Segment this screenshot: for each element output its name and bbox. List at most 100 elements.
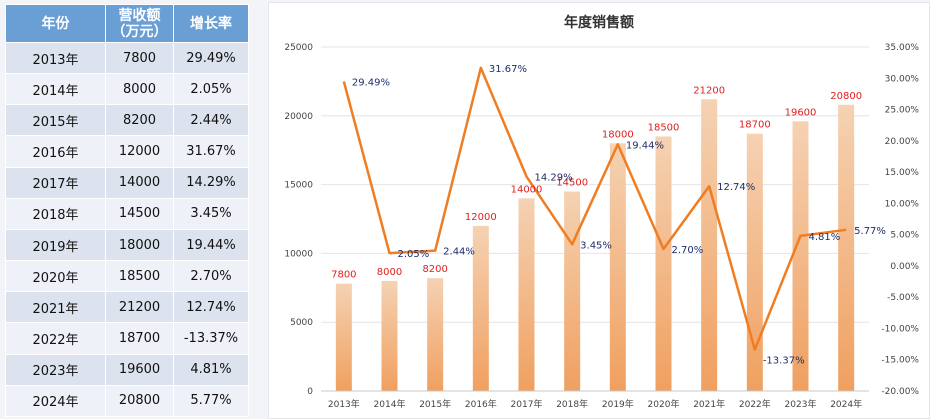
cell-growth: -13.37% (173, 322, 249, 355)
table-row: 2017年 14000 14.29% (5, 166, 249, 199)
y-right-tick-label: -5.00% (887, 293, 919, 303)
cell-revenue: 8200 (105, 104, 174, 137)
y-left-tick-label: 20000 (284, 112, 313, 122)
cell-growth: 4.81% (173, 353, 249, 386)
x-tick-label: 2024年 (830, 398, 862, 410)
x-tick-label: 2019年 (602, 398, 634, 410)
y-right-tick-label: -20.00% (881, 387, 919, 397)
cell-revenue: 18700 (105, 322, 174, 355)
cell-growth: 14.29% (173, 166, 249, 199)
bar-value-label: 14000 (511, 184, 543, 195)
growth-point-label: 12.74% (717, 182, 755, 193)
bar-value-label: 18700 (739, 120, 771, 131)
y-right-tick-label: 0.00% (890, 262, 919, 272)
x-tick-label: 2018年 (556, 398, 588, 410)
cell-growth: 29.49% (173, 41, 249, 75)
y-left-tick-label: 25000 (284, 43, 313, 53)
cell-revenue: 8000 (105, 73, 174, 106)
growth-point-label: 19.44% (626, 140, 664, 151)
cell-revenue: 18000 (105, 228, 174, 262)
bar-value-label: 8200 (422, 264, 447, 275)
cell-revenue: 12000 (105, 135, 174, 168)
x-tick-label: 2014年 (374, 398, 406, 410)
y-right-tick-label: 30.00% (885, 74, 920, 84)
y-left-tick-label: 10000 (284, 249, 313, 259)
growth-line-path (342, 66, 847, 351)
cell-year: 2013年 (5, 41, 106, 75)
x-tick-label: 2020年 (648, 398, 680, 410)
y-left-tick-label: 15000 (284, 181, 313, 191)
revenue-bar (518, 198, 535, 391)
bar-value-label: 14500 (556, 177, 588, 188)
chart-title: 年度销售额 (564, 14, 634, 31)
chart-panel: 年度销售额 7800 8000 8200 12000 14000 14500 18000 18… (268, 2, 930, 419)
x-tick-label: 2022年 (739, 398, 771, 410)
table-row: 2021年 21200 12.74% (5, 291, 249, 324)
cell-growth: 3.45% (173, 197, 249, 230)
cell-revenue: 14500 (105, 197, 174, 230)
cell-year: 2018年 (5, 197, 106, 230)
cell-year: 2014年 (5, 73, 106, 106)
growth-point-label: 2.70% (672, 245, 704, 256)
bar-value-label: 18000 (602, 129, 634, 140)
table-row: 2016年 12000 31.67% (5, 135, 249, 168)
table-row: 2020年 18500 2.70% (5, 260, 249, 293)
y-right-tick-label: 5.00% (890, 231, 919, 241)
y-left-tick-label: 0 (307, 387, 313, 397)
axes: 0 5000 10000 15000 20000 25000 -20.00% -15.00% -… (284, 43, 919, 410)
cell-year: 2017年 (5, 166, 106, 199)
header-revenue: 营收额（万元） (105, 4, 174, 43)
revenue-bar (746, 133, 763, 392)
cell-growth: 19.44% (173, 228, 249, 262)
growth-point-label: -13.37% (763, 356, 805, 367)
data-table-panel: 年份 营收额（万元） 增长率 2013年 7800 29.49% 2014年 8000 2… (5, 4, 249, 418)
x-tick-label: 2017年 (511, 398, 543, 410)
revenue-bar (655, 136, 672, 391)
cell-year: 2023年 (5, 353, 106, 386)
cell-revenue: 7800 (105, 41, 174, 75)
y-right-tick-label: 35.00% (885, 43, 920, 53)
revenue-bar (792, 121, 809, 391)
cell-revenue: 18500 (105, 260, 174, 293)
growth-line (342, 66, 847, 351)
cell-growth: 31.67% (173, 135, 249, 168)
cell-revenue: 19600 (105, 353, 174, 386)
growth-point-label: 5.77% (854, 226, 886, 237)
table-row: 2015年 8200 2.44% (5, 104, 249, 137)
cell-year: 2024年 (5, 384, 106, 418)
x-tick-label: 2015年 (419, 398, 451, 410)
cell-revenue: 14000 (105, 166, 174, 199)
table-row: 2013年 7800 29.49% (5, 41, 249, 75)
revenue-bar (701, 99, 718, 392)
cell-year: 2019年 (5, 228, 106, 262)
cell-year: 2020年 (5, 260, 106, 293)
revenue-bar (564, 191, 581, 391)
cell-growth: 2.70% (173, 260, 249, 293)
table-row: 2014年 8000 2.05% (5, 73, 249, 106)
x-tick-label: 2021年 (693, 398, 725, 410)
cell-year: 2021年 (5, 291, 106, 324)
growth-point-label: 2.44% (443, 247, 475, 258)
y-right-tick-label: -10.00% (881, 324, 919, 334)
cell-revenue: 21200 (105, 291, 174, 324)
growth-point-label: 31.67% (489, 64, 527, 75)
cell-growth: 2.44% (173, 104, 249, 137)
x-tick-label: 2023年 (785, 398, 817, 410)
table-row: 2018年 14500 3.45% (5, 197, 249, 230)
revenue-bar (427, 278, 444, 391)
header-growth: 增长率 (173, 4, 249, 43)
cell-growth: 12.74% (173, 291, 249, 324)
bar-value-label: 19600 (785, 107, 817, 118)
table-header-row: 年份 营收额（万元） 增长率 (5, 4, 249, 43)
bar-value-label: 12000 (465, 212, 497, 223)
y-right-tick-label: 10.00% (885, 199, 920, 209)
gridlines (321, 46, 869, 392)
header-year: 年份 (5, 4, 106, 43)
cell-revenue: 20800 (105, 384, 174, 418)
table-row: 2024年 20800 5.77% (5, 384, 249, 418)
data-table: 年份 营收额（万元） 增长率 2013年 7800 29.49% 2014年 8000 2… (5, 4, 249, 418)
revenue-bar (381, 280, 398, 391)
growth-point-label: 4.81% (809, 232, 841, 243)
cell-growth: 5.77% (173, 384, 249, 418)
revenue-bar (838, 104, 855, 392)
